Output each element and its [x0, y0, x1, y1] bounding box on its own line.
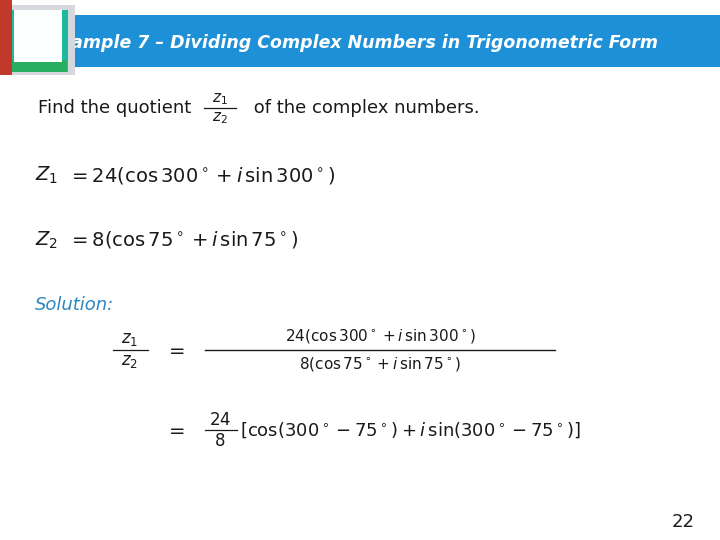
Text: $z_1$: $z_1$	[212, 91, 228, 107]
Text: $Z_1$: $Z_1$	[35, 164, 58, 186]
Text: 22: 22	[672, 513, 695, 531]
Text: $z_1$: $z_1$	[122, 330, 138, 348]
Text: $=$: $=$	[165, 421, 185, 440]
Text: Solution:: Solution:	[35, 296, 114, 314]
Text: $z_2$: $z_2$	[122, 352, 138, 370]
FancyBboxPatch shape	[8, 10, 68, 72]
Text: $24$: $24$	[209, 411, 231, 429]
Text: $= 24(\cos 300^\circ + i\,\sin 300^\circ)$: $= 24(\cos 300^\circ + i\,\sin 300^\circ…	[68, 165, 336, 186]
Text: $Z_2$: $Z_2$	[35, 230, 58, 251]
Text: of the complex numbers.: of the complex numbers.	[248, 99, 480, 117]
Text: $[\cos(300^\circ - 75^\circ) + i\,\sin(300^\circ - 75^\circ)]$: $[\cos(300^\circ - 75^\circ) + i\,\sin(3…	[240, 420, 581, 440]
Text: $8$: $8$	[215, 432, 225, 450]
Text: $z_2$: $z_2$	[212, 110, 228, 126]
FancyBboxPatch shape	[0, 15, 720, 67]
Text: $8(\cos 75^\circ + i\,\sin 75^\circ)$: $8(\cos 75^\circ + i\,\sin 75^\circ)$	[299, 355, 461, 373]
FancyBboxPatch shape	[0, 5, 75, 75]
FancyBboxPatch shape	[12, 60, 67, 72]
Text: $=$: $=$	[165, 341, 185, 360]
Text: $= 8(\cos 75^\circ + i\,\sin 75^\circ)$: $= 8(\cos 75^\circ + i\,\sin 75^\circ)$	[68, 230, 298, 251]
Text: $24(\cos 300^\circ + i\,\sin 300^\circ)$: $24(\cos 300^\circ + i\,\sin 300^\circ)$	[284, 327, 475, 345]
FancyBboxPatch shape	[14, 10, 62, 62]
Text: Find the quotient: Find the quotient	[38, 99, 192, 117]
FancyBboxPatch shape	[0, 0, 12, 75]
Text: Example 7 – Dividing Complex Numbers in Trigonometric Form: Example 7 – Dividing Complex Numbers in …	[48, 34, 658, 52]
